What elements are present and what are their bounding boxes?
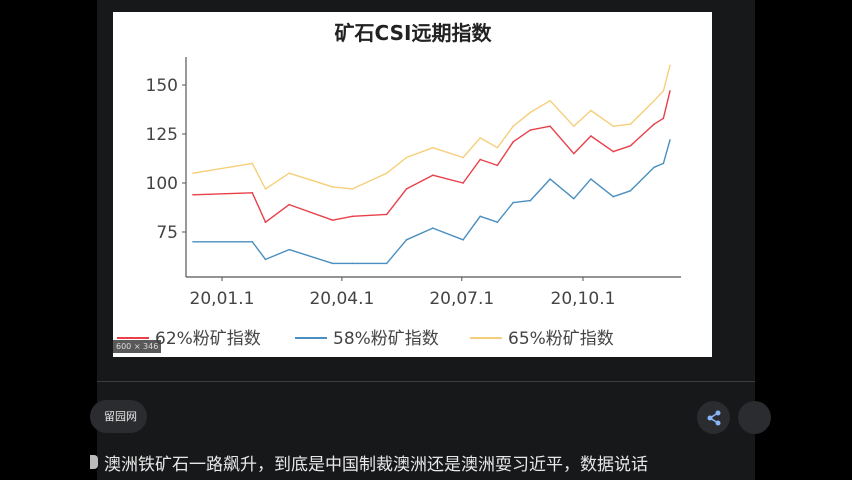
y-tick-label: 150 [146, 76, 178, 96]
share-icon [707, 410, 720, 425]
data-point [405, 239, 408, 241]
data-point [512, 141, 514, 143]
data-point [331, 219, 334, 222]
data-point [479, 137, 482, 139]
data-point [192, 193, 194, 196]
y-tick-label: 75 [156, 223, 178, 243]
y-tick-label: 100 [146, 174, 178, 194]
data-point [479, 215, 482, 218]
data-point [405, 188, 408, 190]
share-button[interactable] [697, 401, 730, 434]
data-point [351, 215, 354, 218]
data-point [572, 125, 575, 127]
x-tick-label: 20,10.1 [551, 289, 616, 309]
chart-svg: 矿石CSI远期指数 75 100 125 150 20,01.1 20,04.1 20,07… [117, 21, 681, 349]
y-tick-label: 125 [146, 125, 178, 145]
data-point [512, 125, 514, 127]
data-point [432, 174, 434, 176]
image-size-badge: 600 × 346 [113, 340, 162, 353]
data-point [662, 117, 665, 120]
data-point [405, 156, 408, 159]
data-point [385, 262, 388, 265]
data-point [432, 146, 434, 149]
data-point [462, 182, 464, 184]
data-point [192, 172, 194, 174]
series-line [193, 139, 671, 265]
data-point [629, 144, 632, 147]
data-point [462, 156, 464, 159]
data-point [351, 188, 354, 190]
source-chip[interactable]: 留园网 [90, 400, 147, 433]
data-point [288, 172, 290, 174]
data-point [549, 125, 551, 127]
data-point [385, 172, 388, 174]
data-point [496, 221, 499, 223]
data-point [496, 146, 499, 149]
data-point [549, 99, 551, 102]
data-point [572, 152, 575, 155]
more-button[interactable] [738, 401, 771, 434]
data-point [351, 262, 354, 265]
data-point [288, 203, 290, 206]
data-point [496, 164, 499, 167]
divider [97, 381, 755, 382]
data-point [251, 241, 254, 243]
legend-label: 58%粉矿指数 [333, 329, 439, 349]
data-point [331, 186, 334, 188]
legend-label: 62%粉矿指数 [155, 329, 261, 349]
series-line [192, 65, 671, 190]
data-point [662, 162, 665, 165]
chart-title: 矿石CSI远期指数 [335, 21, 493, 45]
data-point [662, 90, 665, 92]
data-point [653, 166, 655, 169]
data-point [251, 162, 254, 165]
data-point [264, 258, 267, 261]
data-point [549, 178, 551, 180]
chart-image[interactable]: 矿石CSI远期指数 75 100 125 150 20,01.1 20,04.1 20,07… [113, 12, 712, 357]
site-favicon-icon [90, 455, 98, 469]
data-point [529, 111, 532, 114]
data-point [432, 227, 434, 229]
data-point [653, 123, 655, 125]
data-point [590, 109, 592, 112]
data-point [288, 248, 290, 251]
data-point [512, 201, 514, 204]
data-point [462, 239, 464, 241]
data-point [590, 178, 592, 180]
data-point [331, 262, 334, 265]
data-point [529, 129, 532, 131]
series-line [192, 90, 671, 223]
data-point [653, 99, 655, 102]
data-point [264, 188, 267, 190]
data-point [264, 221, 267, 223]
data-point [669, 139, 671, 141]
x-tick-label: 20,07.1 [429, 289, 494, 309]
data-point [612, 195, 615, 198]
data-point [669, 64, 671, 67]
image-caption-link[interactable]: 澳洲铁矿石一路飙升，到底是中国制裁澳洲还是澳洲耍习近平，数据说话 [104, 455, 648, 475]
x-tick-label: 20,01.1 [190, 289, 255, 309]
data-point [612, 125, 615, 127]
data-point [572, 197, 575, 200]
data-point [629, 123, 632, 125]
data-point [385, 213, 388, 216]
data-point [669, 90, 671, 92]
data-point [192, 241, 194, 243]
data-point [479, 158, 482, 161]
data-point [529, 199, 532, 202]
data-point [612, 150, 615, 153]
data-point [629, 190, 632, 192]
data-point [590, 135, 592, 137]
x-tick-label: 20,04.1 [309, 289, 374, 309]
legend-label: 65%粉矿指数 [508, 329, 614, 349]
data-point [251, 192, 254, 194]
